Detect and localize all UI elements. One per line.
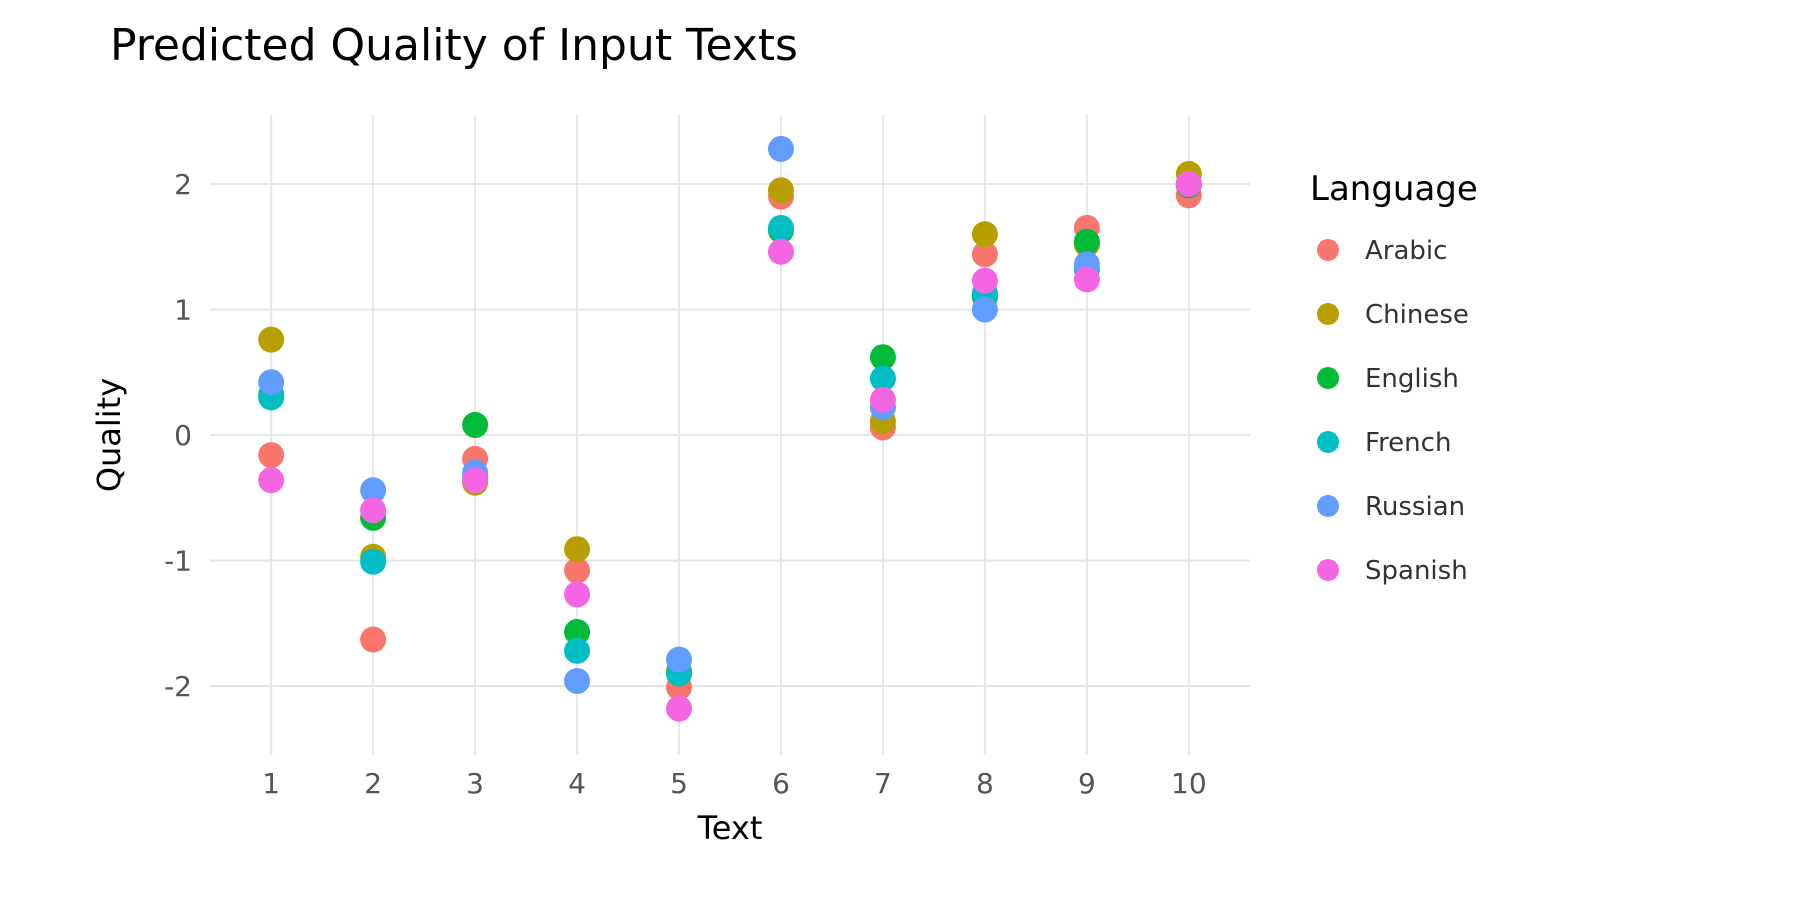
data-point (1074, 229, 1100, 255)
chart-container: 1 2 3 4 5 6 7 8 9 10 Text -2 -1 0 1 2 Quality Predicted Q… (0, 0, 1800, 900)
x-tick-label: 9 (1078, 767, 1096, 800)
legend-label: Arabic (1365, 236, 1447, 266)
data-point (360, 497, 386, 523)
legend-label: English (1365, 364, 1459, 394)
data-point (258, 327, 284, 353)
data-point (360, 627, 386, 653)
legend-label: Chinese (1365, 300, 1469, 330)
data-point (1074, 266, 1100, 292)
data-point (462, 467, 488, 493)
legend-marker (1317, 239, 1339, 261)
data-point (768, 215, 794, 241)
x-tick-label: 6 (772, 767, 790, 800)
legend-marker (1317, 431, 1339, 453)
legend-marker (1317, 303, 1339, 325)
y-tick-label: -1 (164, 544, 192, 577)
data-point (564, 536, 590, 562)
chart-title: Predicted Quality of Input Texts (110, 20, 798, 71)
x-axis-label: Text (697, 809, 763, 847)
y-tick-label: 1 (174, 294, 192, 327)
data-point (360, 549, 386, 575)
legend-title: Language (1310, 169, 1478, 209)
x-tick-label: 4 (568, 767, 586, 800)
scatter-chart: 1 2 3 4 5 6 7 8 9 10 Text -2 -1 0 1 2 Quality Predicted Q… (0, 0, 1800, 900)
data-point (768, 239, 794, 265)
x-tick-label: 8 (976, 767, 994, 800)
legend-marker (1317, 495, 1339, 517)
x-tick-label: 7 (874, 767, 892, 800)
data-point (564, 638, 590, 664)
legend-marker (1317, 367, 1339, 389)
data-point (768, 177, 794, 203)
data-point (666, 696, 692, 722)
x-tick-label: 10 (1171, 767, 1207, 800)
x-tick-label: 3 (466, 767, 484, 800)
data-point (1176, 171, 1202, 197)
data-point (666, 647, 692, 673)
data-point (564, 668, 590, 694)
data-point (564, 581, 590, 607)
y-axis-label: Quality (90, 378, 128, 492)
data-point (258, 442, 284, 468)
x-tick-label: 2 (364, 767, 382, 800)
legend-marker (1317, 559, 1339, 581)
data-point (870, 387, 896, 413)
data-point (462, 412, 488, 438)
legend-label: Russian (1365, 492, 1465, 522)
data-point (768, 136, 794, 162)
legend-label: Spanish (1365, 556, 1468, 586)
data-point (972, 268, 998, 294)
data-point (972, 221, 998, 247)
data-point (258, 467, 284, 493)
legend-label: French (1365, 428, 1451, 458)
y-tick-label: 2 (174, 168, 192, 201)
x-tick-label: 1 (262, 767, 280, 800)
x-tick-label: 5 (670, 767, 688, 800)
data-point (972, 297, 998, 323)
data-point (258, 369, 284, 395)
y-tick-label: -2 (164, 670, 192, 703)
y-tick-label: 0 (174, 419, 192, 452)
